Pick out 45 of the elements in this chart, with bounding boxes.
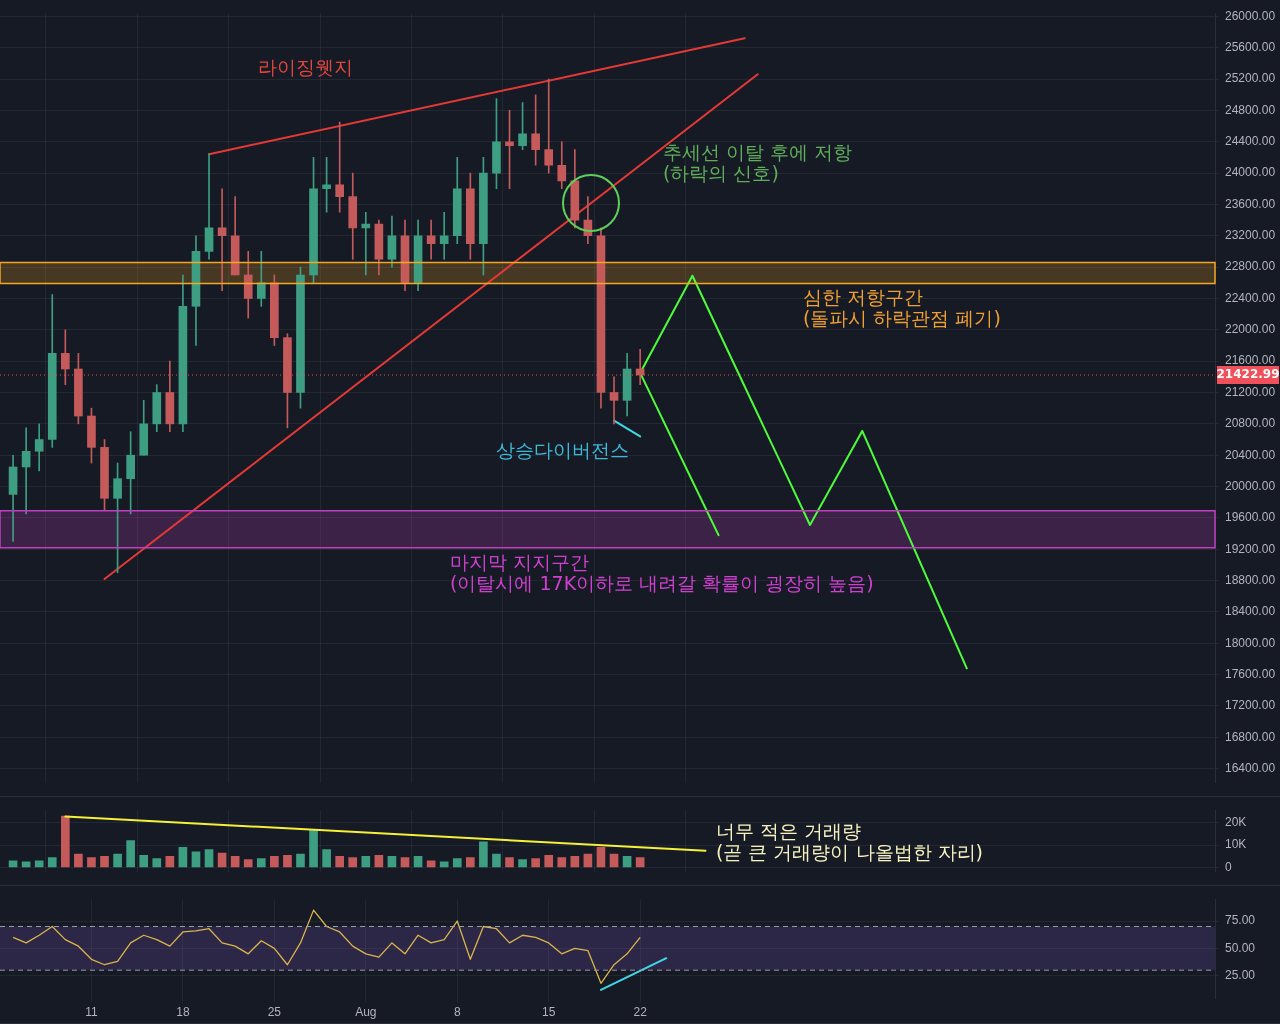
x-tick-label: 25 — [267, 1005, 282, 1020]
ref-line-label: 21422.99 — [1216, 367, 1280, 382]
annotation: 라이징웻지 — [258, 56, 353, 79]
y-tick-label: 19600.00 — [1225, 510, 1276, 525]
y-tick-label: 17600.00 — [1225, 666, 1276, 681]
x-tick-label: 18 — [176, 1005, 190, 1020]
y-tick-label: 18000.00 — [1225, 635, 1276, 650]
annotation: 너무 적은 거래량 (곧 큰 거래량이 나올법한 자리) — [716, 820, 983, 864]
x-tick-label: 8 — [453, 1005, 461, 1020]
y-tick-label: 22800.00 — [1225, 259, 1276, 274]
y-tick-label: 26000.00 — [1225, 8, 1276, 23]
y-tick-label: 22400.00 — [1225, 290, 1276, 305]
annotation: 상승다이버전스 — [496, 439, 629, 462]
y-tick-label: 22000.00 — [1225, 322, 1276, 337]
y-tick-label: 0 — [1225, 859, 1232, 874]
y-tick-label: 10K — [1225, 837, 1247, 852]
annotation: 마지막 지지구간 (이탈시에 17K이하로 내려갈 확률이 굉장히 높음) — [450, 551, 874, 595]
y-tick-label: 21200.00 — [1225, 384, 1276, 399]
annotation: 심한 저항구간 (돌파시 하락관점 폐기) — [803, 286, 1001, 330]
y-tick-label: 50.00 — [1225, 940, 1256, 955]
y-tick-label: 20000.00 — [1225, 478, 1276, 493]
y-tick-label: 25200.00 — [1225, 71, 1276, 86]
x-tick-label: Aug — [355, 1005, 377, 1020]
x-tick-label: 11 — [85, 1005, 98, 1020]
y-tick-label: 23200.00 — [1225, 228, 1276, 243]
y-tick-label: 24000.00 — [1225, 165, 1276, 180]
y-tick-label: 20800.00 — [1225, 416, 1276, 431]
y-tick-label: 20K — [1225, 815, 1247, 830]
y-tick-label: 18800.00 — [1225, 572, 1276, 587]
y-tick-label: 25600.00 — [1225, 40, 1276, 54]
y-tick-label: 19200.00 — [1225, 541, 1276, 556]
y-tick-label: 20400.00 — [1225, 447, 1276, 462]
x-tick-label: 15 — [542, 1005, 556, 1020]
y-tick-label: 16400.00 — [1225, 761, 1276, 776]
y-tick-label: 18400.00 — [1225, 604, 1276, 619]
y-tick-label: 17200.00 — [1225, 698, 1276, 713]
y-tick-label: 24400.00 — [1225, 134, 1276, 149]
y-tick-label: 24800.00 — [1225, 102, 1276, 117]
y-tick-label: 23600.00 — [1225, 196, 1276, 211]
x-tick-label: 22 — [633, 1005, 648, 1020]
y-tick-label: 75.00 — [1225, 913, 1256, 928]
y-tick-label: 25.00 — [1225, 967, 1256, 982]
annotation: 추세선 이탈 후에 저항 (하락의 신호) — [663, 141, 853, 185]
y-tick-label: 16800.00 — [1225, 729, 1276, 744]
y-tick-label: 21600.00 — [1225, 353, 1276, 368]
